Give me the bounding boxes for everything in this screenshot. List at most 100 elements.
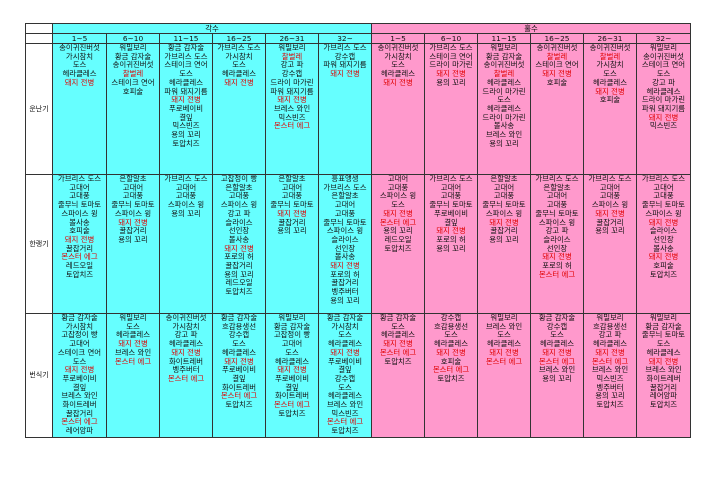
food-item: 화이트레버 [275,391,309,401]
food-item: 돼지 전병 [330,261,360,271]
food-item: 고대어 [334,200,356,210]
food-item: 푸로베이비 [434,208,468,218]
food-item: 돼지 전병 [64,234,95,244]
food-item: 레어앙파 [649,391,678,401]
food-item: 돼지 전병 [224,356,254,366]
food-item: 은할알초 [278,174,306,183]
food-item: 토압치즈 [331,426,359,436]
food-item: 돼지 전병 [648,252,679,262]
food-item: 도스 [391,200,405,210]
food-item: 결잎 [232,373,246,383]
food-item: 용의 꼬리 [595,391,625,401]
food-item: 워밀보리 [490,43,518,52]
food-item: 헤라클레스 [646,86,681,96]
food-cell: 워밀보리 황금 감자술 송이귀진버섯 찰벌레 스테이크 연어 호피술 [106,43,160,175]
food-item: 가시참치 [384,51,412,61]
food-item: 돼지 전병 [383,77,413,87]
food-item: 토압치즈 [225,287,253,297]
food-item: 고잡정이 빵 [61,330,98,340]
food-cell: 황금 감자술 도스 헤라클레스 돼지 전병 몬스터 에그 토압치즈 [371,313,425,438]
food-item: 레드오일 [225,278,253,288]
food-item: 헤라클레스 [487,103,521,113]
food-cell: 가브리스 도스 은할알초 고대어 고대풍 줄무늬 토마토 스파이스 윙 강고 파 슬라이스 선인… [530,174,584,314]
food-cell: 황금 감자술 흐감용생선 강수캡 도스 헤라클레스 돼지 전병 푸로베이비 결잎 화이트레버 몬스… [212,313,266,438]
food-item: 돼지 전병 [118,339,148,349]
food-item: 용의 꼬리 [489,234,519,244]
range-header-odd: 1~5 [52,33,107,44]
food-item: 스파이스 윙 [61,208,98,218]
food-item: 꿀잡거리 [490,226,518,236]
food-cell: 송이귀진버섯 가시참치 도스 헤라클레스 돼지 전병 [371,43,425,175]
food-item: 찰벌레 [281,51,303,61]
food-item: 파워 돼지기름 [641,103,686,113]
food-item: 몬스터 에그 [326,417,364,427]
food-item: 도스 [285,347,299,357]
food-item: 볼사송 [69,217,90,227]
food-item: 고대어 [281,339,303,349]
food-item: 슬라이스 [649,226,678,236]
food-item: 은할알초 [543,182,571,192]
food-item: 워밀보리 [119,313,147,322]
food-item: 도스 [179,69,193,79]
food-item: 토압치즈 [278,408,306,418]
food-item: 헤라클레스 [381,330,415,340]
food-cell: 황금 감자술 가시참치 고잡정이 빵 고대어 스테이크 연어 도스 돼지 전병 푸로베이비 결잎… [52,313,107,438]
food-cell: 황금 감자술 가브리스 도스 스테이크 연어 도스 헤라클레스 파워 돼지기름 돼지 전병 푸… [159,43,213,175]
food-item: 푸로베이비 [169,103,203,113]
food-item: 워밀보리 [649,43,678,52]
food-item: 헤라클레스 [62,69,97,79]
food-item: 워밀보리 [278,313,306,322]
food-item: 헤라클레스 [646,347,681,357]
food-item: 스파이스 윙 [645,208,682,218]
food-item: 돼지 전병 [224,77,254,87]
food-item: 송이귀진버섯 [536,43,578,52]
food-item: 황금 감자술 [538,313,576,322]
food-item: 꿀잡거리 [119,226,147,236]
food-cell: 워밀보리 흐감용생선 강고 파 헤라클레스 돼지 전병 몬스터 에그 브레스 와인 믹스빈즈 벵… [583,313,637,438]
food-item: 믹스빈즈 [172,121,200,131]
food-item: 워밀보리 [649,313,678,322]
food-item: 스파이스 윙 [220,200,258,210]
food-item: 드라이 마가린 [270,77,314,87]
food-item: 가시참치 [172,321,200,331]
food-cell: 은할알초 고대어 고대풍 줄무늬 토마토 스파이스 윙 돼지 전병 꿀잡거리 용의 꼬리 [106,174,160,314]
food-item: 가브리스 도스 [588,174,632,183]
food-item: 꿀잡거리 [596,217,624,227]
food-item: 돼지 전병 [171,95,201,105]
food-item: 드라이 마가린 [429,60,473,70]
food-item: 돼지 전병 [436,69,466,79]
food-item: 도스 [656,69,671,79]
food-item: 스파이스 윙 [379,191,417,201]
food-item: 가시참치 [65,321,94,331]
food-item: 가시참치 [331,321,359,331]
food-item: 몬스터 에그 [379,347,417,357]
food-item: 워밀보리 [490,313,518,322]
food-item: 선인장 [546,243,568,253]
food-item: 용의 꼬리 [171,208,201,218]
food-item: 호피술 [653,261,674,271]
food-cell: 워밀보리 도스 헤라클레스 돼지 전병 브레스 와인 몬스터 에그 [106,313,160,438]
food-item: 돼지 전병 [595,208,625,218]
food-item: 강수캡 [281,69,303,79]
food-item: 돼지 전병 [224,243,254,253]
season-row: 번식기 황금 감자술 가시참치 고잡정이 빵 고대어 스테이크 연어 도스 돼지 전병 푸로베이… [25,313,691,438]
food-item: 강고 파 [545,226,569,236]
food-item: 토압치즈 [384,243,412,253]
food-item: 헤라클레스 [487,339,521,349]
food-item: 스파이스 윙 [114,208,152,218]
food-item: 돼지 전병 [542,347,572,357]
corner-cell [25,33,53,44]
food-item: 선인장 [334,243,356,253]
food-item: 줄무늬 토마토 [641,330,686,340]
food-item: 가브리스 도스 [429,174,473,183]
food-item: 고대어 [440,182,462,192]
food-item: 스테이크 연어 [164,60,208,70]
food-item: 가브리스 도스 [217,43,261,52]
food-cell: 송이귀진버섯 찰벌레 스테이크 연어 돼지 전병 호피술 [530,43,584,175]
food-item: 도스 [550,330,564,340]
food-item: 포로의 허 [224,252,254,262]
food-cell: 가브리스 도스 고대어 고대풍 줄무늬 토마토 스파이스 윙 볼사송 호피술 돼지 전병 꿀잡거… [52,174,107,314]
food-item: 용의 꼬리 [489,138,519,148]
food-item: 가브리스 도스 [535,174,579,183]
food-item: 용의 꼬리 [595,226,625,236]
